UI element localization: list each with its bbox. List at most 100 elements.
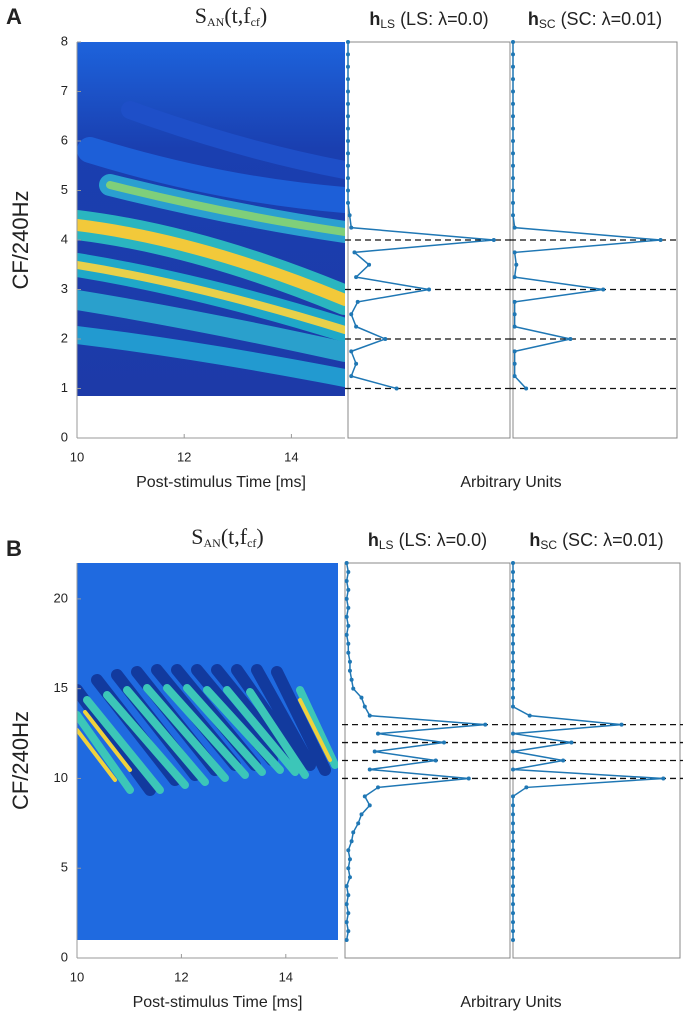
profile-point [511, 641, 515, 646]
profile-point [511, 731, 515, 736]
subplot-title: hLS (LS: λ=0.0) [368, 530, 487, 552]
profile-point [512, 250, 517, 255]
profile-point [511, 578, 515, 583]
profile-point [354, 361, 359, 366]
y-tick-label: 20 [54, 590, 68, 605]
profile-point [511, 929, 515, 934]
profile-line [512, 42, 661, 390]
profile-point [511, 569, 515, 574]
profile-point [511, 614, 515, 619]
title-subscript: SC [540, 538, 557, 552]
y-tick-label: 0 [61, 429, 68, 444]
title-text: ) [256, 524, 263, 549]
profile-point [511, 803, 515, 808]
title-text: (t,f [221, 524, 248, 549]
profile-point [511, 695, 515, 700]
profile-point [512, 312, 517, 317]
panel-label: A [6, 4, 22, 29]
profile-point [511, 561, 515, 565]
profile-point [394, 386, 399, 391]
y-tick-label: 3 [61, 281, 68, 296]
title-text: (LS: λ=0.0) [394, 530, 488, 550]
profile-point [383, 337, 388, 341]
profile-point [511, 659, 515, 664]
profile-point [601, 287, 606, 292]
title-text: (SC: λ=0.01) [557, 530, 664, 550]
profile-point [359, 812, 364, 817]
profile-point [346, 893, 351, 898]
profile-point [433, 758, 438, 763]
title-text: (t,f [224, 3, 251, 28]
profile-point [344, 938, 349, 943]
title-subscript: SC [539, 17, 556, 31]
profile-point [367, 767, 372, 772]
profile-point [347, 213, 352, 218]
profile-point [511, 650, 515, 655]
y-tick-label: 4 [61, 231, 68, 246]
profile-point [511, 77, 515, 82]
profile-point [347, 875, 352, 880]
title-subscript: cf [251, 15, 260, 29]
x-tick-label: 14 [284, 449, 298, 464]
profile-point [514, 262, 519, 267]
profile-point [511, 830, 515, 835]
profile-point [511, 866, 515, 871]
title-subscript: AN [203, 536, 221, 550]
profile-point [511, 857, 515, 862]
profile-point [511, 587, 515, 592]
profile-point [511, 151, 515, 156]
profile-point [362, 794, 367, 799]
profile-point [511, 126, 515, 131]
profile-point [367, 803, 372, 808]
y-tick-label: 15 [54, 680, 68, 695]
profile-point [527, 713, 532, 718]
profile-line [512, 563, 664, 941]
profile-point [347, 659, 352, 664]
profile-point [344, 902, 349, 907]
subplot-title: hSC (SC: λ=0.01) [529, 530, 663, 552]
profile-point [346, 176, 350, 181]
profile-point [511, 596, 515, 601]
profile-point [511, 821, 515, 826]
title-text: h [368, 530, 379, 550]
title-text: S [191, 524, 203, 549]
profile-point [346, 866, 351, 871]
profile-point [511, 101, 515, 106]
title-subscript: AN [207, 15, 225, 29]
profile-point [511, 884, 515, 889]
x-tick-label: 12 [177, 449, 191, 464]
y-tick-label: 10 [54, 770, 68, 785]
y-tick-label: 8 [61, 33, 68, 48]
profile-point [511, 188, 515, 193]
title-subscript: LS [379, 538, 394, 552]
title-text: S [195, 3, 207, 28]
profile-line [347, 42, 494, 390]
profile-point [376, 731, 380, 736]
profile-point [346, 569, 351, 574]
profile-point [511, 114, 515, 119]
profile-point [346, 605, 351, 610]
profile-point [355, 299, 360, 304]
profile-point [512, 361, 517, 366]
profile-point [354, 324, 359, 329]
title-text: ) [260, 3, 267, 28]
profile-point [347, 857, 352, 862]
profile-point [344, 614, 349, 619]
panel-label: B [6, 536, 22, 561]
profile-point [661, 776, 666, 781]
x-axis-label: Arbitrary Units [460, 474, 561, 491]
profile-point [346, 101, 350, 106]
profile-point [511, 213, 515, 218]
profile-point [349, 839, 354, 844]
profile-point [483, 722, 488, 727]
title-text: (SC: λ=0.01) [556, 9, 663, 29]
subplot-title: hLS (LS: λ=0.0) [369, 9, 488, 31]
heatmap-image [77, 42, 345, 396]
profile-point [344, 920, 349, 925]
profile-point [511, 938, 515, 943]
profile-point [346, 200, 350, 205]
profile-point [351, 686, 356, 691]
profile-point [524, 785, 529, 790]
profile-point [351, 830, 356, 835]
profile-point [347, 668, 352, 673]
